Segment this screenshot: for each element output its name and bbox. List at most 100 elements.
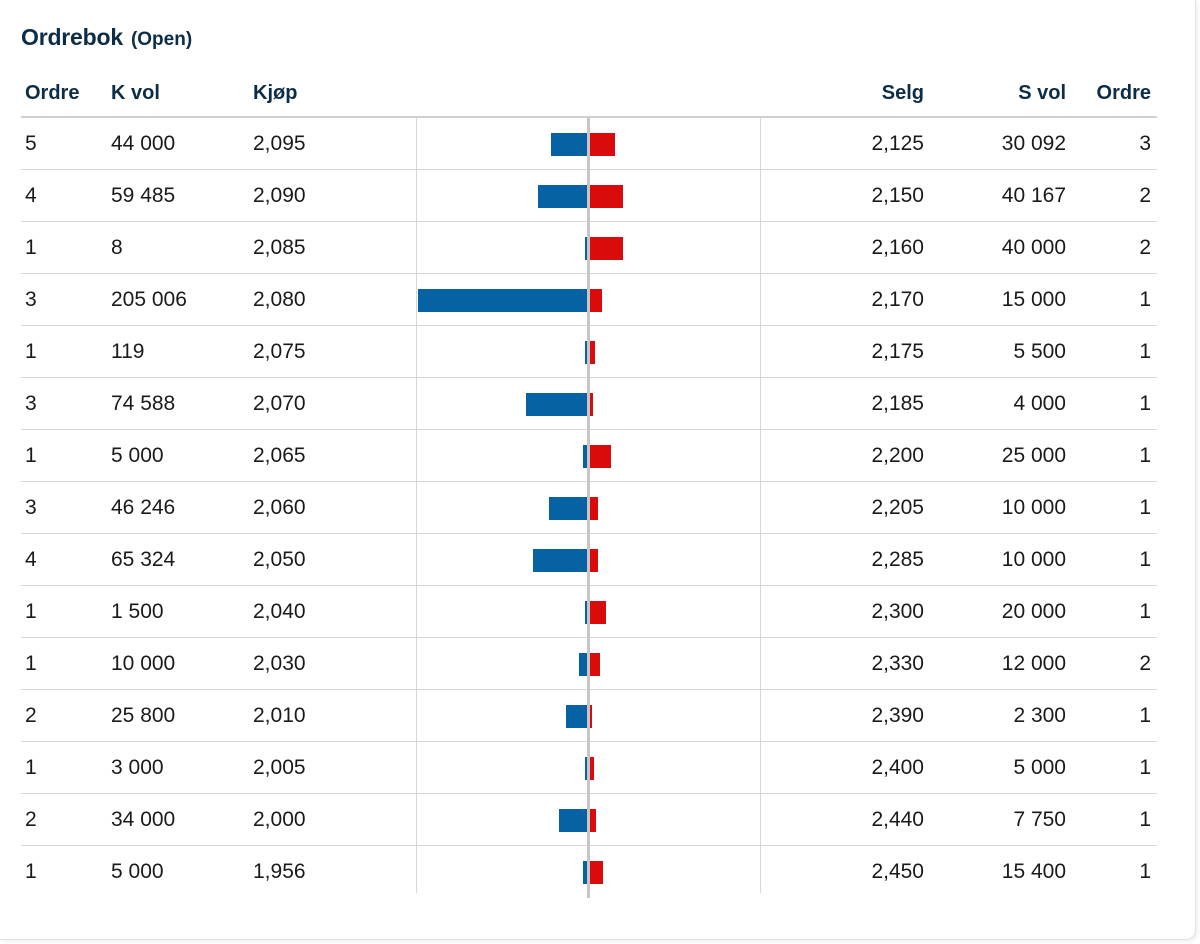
bid-price-cell: 2,095 [253, 131, 306, 155]
sell-volume-cell: 15 400 [1001, 860, 1066, 883]
buy-depth-bar [566, 705, 587, 728]
sell-volume-cell: 30 092 [1001, 131, 1066, 155]
buy-depth-bar [585, 237, 587, 260]
ask-price-cell: 2,170 [871, 287, 924, 311]
ask-price-cell: 2,175 [871, 339, 924, 363]
sell-depth-bar [590, 705, 592, 728]
sell-depth-bar [590, 237, 623, 260]
table-header-row: Ordre K vol Kjøp Selg S vol Ordre [21, 70, 1157, 118]
buy-orders-cell: 4 [25, 183, 37, 207]
table-row: 4 65 324 2,050 2,285 10 000 1 [21, 534, 1157, 586]
sell-orders-cell: 1 [1139, 443, 1151, 467]
buy-orders-cell: 3 [25, 287, 37, 311]
buy-orders-cell: 2 [25, 703, 37, 727]
buy-depth-bar [579, 653, 587, 676]
buy-volume-cell: 25 800 [111, 703, 176, 727]
sell-orders-cell: 2 [1139, 235, 1151, 259]
sell-depth-bar [590, 601, 606, 624]
buy-orders-cell: 1 [25, 651, 37, 675]
buy-volume-cell: 34 000 [111, 807, 176, 831]
buy-orders-cell: 1 [25, 755, 37, 779]
sell-depth-bar [590, 757, 594, 780]
column-header-sell-orders[interactable]: Ordre [1096, 81, 1151, 104]
sell-volume-cell: 40 000 [1001, 235, 1066, 259]
bid-price-cell: 2,030 [253, 651, 306, 675]
buy-orders-cell: 3 [25, 391, 37, 415]
sell-orders-cell: 1 [1139, 339, 1151, 363]
column-header-buy-orders[interactable]: Ordre [25, 81, 80, 104]
sell-volume-cell: 15 000 [1001, 287, 1066, 311]
sell-orders-cell: 2 [1139, 651, 1151, 675]
panel-header: Ordrebok (Open) [21, 24, 192, 58]
sell-orders-cell: 1 [1139, 391, 1151, 415]
buy-volume-cell: 3 000 [111, 755, 164, 779]
buy-depth-bar [551, 133, 587, 156]
sell-depth-bar [590, 445, 611, 468]
bid-price-cell: 2,040 [253, 599, 306, 623]
sell-volume-cell: 4 000 [1013, 391, 1066, 415]
column-header-ask[interactable]: Selg [881, 81, 924, 104]
bid-price-cell: 2,000 [253, 807, 306, 831]
buy-orders-cell: 1 [25, 860, 37, 883]
sell-volume-cell: 10 000 [1001, 547, 1066, 571]
buy-depth-bar [585, 601, 587, 624]
sell-depth-bar [590, 341, 595, 364]
bid-price-cell: 2,090 [253, 183, 306, 207]
buy-volume-cell: 8 [111, 235, 123, 259]
bid-price-cell: 1,956 [253, 860, 306, 883]
column-header-bid[interactable]: Kjøp [253, 81, 298, 104]
buy-orders-cell: 4 [25, 547, 37, 571]
sell-depth-bar [590, 549, 598, 572]
buy-depth-bar [585, 757, 587, 780]
panel-title: Ordrebok [21, 24, 123, 50]
sell-volume-cell: 40 167 [1001, 183, 1066, 207]
buy-volume-cell: 74 588 [111, 391, 176, 415]
bid-price-cell: 2,050 [253, 547, 306, 571]
depth-column-left-divider [416, 118, 417, 893]
ask-price-cell: 2,125 [871, 131, 924, 155]
buy-depth-bar [585, 341, 587, 364]
buy-depth-bar [583, 445, 587, 468]
ask-price-cell: 2,330 [871, 651, 924, 675]
column-header-buy-volume[interactable]: K vol [111, 81, 160, 104]
sell-volume-cell: 10 000 [1001, 495, 1066, 519]
buy-depth-bar [533, 549, 587, 572]
bid-price-cell: 2,070 [253, 391, 306, 415]
buy-volume-cell: 119 [111, 339, 145, 363]
ask-price-cell: 2,300 [871, 599, 924, 623]
ask-price-cell: 2,185 [871, 391, 924, 415]
sell-orders-cell: 1 [1139, 599, 1151, 623]
bid-price-cell: 2,075 [253, 339, 306, 363]
buy-orders-cell: 5 [25, 131, 37, 155]
buy-volume-cell: 44 000 [111, 131, 176, 155]
sell-volume-cell: 20 000 [1001, 599, 1066, 623]
ask-price-cell: 2,440 [871, 807, 924, 831]
sell-volume-cell: 7 750 [1013, 807, 1066, 831]
sell-orders-cell: 1 [1139, 755, 1151, 779]
sell-depth-bar [590, 393, 593, 416]
bid-price-cell: 2,080 [253, 287, 306, 311]
sell-volume-cell: 25 000 [1001, 443, 1066, 467]
sell-depth-bar [590, 653, 600, 676]
sell-orders-cell: 1 [1139, 860, 1151, 883]
sell-orders-cell: 3 [1139, 131, 1151, 155]
sell-orders-cell: 1 [1139, 547, 1151, 571]
buy-orders-cell: 1 [25, 599, 37, 623]
bid-price-cell: 2,065 [253, 443, 306, 467]
buy-volume-cell: 205 006 [111, 287, 187, 311]
buy-volume-cell: 46 246 [111, 495, 176, 519]
buy-depth-bar [418, 289, 587, 312]
table-row: 1 5 000 2,065 2,200 25 000 1 [21, 430, 1157, 482]
column-header-sell-volume[interactable]: S vol [1018, 81, 1066, 104]
buy-volume-cell: 1 500 [111, 599, 164, 623]
sell-depth-bar [590, 133, 615, 156]
market-status: (Open) [130, 29, 193, 50]
sell-orders-cell: 1 [1139, 495, 1151, 519]
ask-price-cell: 2,160 [871, 235, 924, 259]
sell-volume-cell: 5 000 [1013, 755, 1066, 779]
buy-volume-cell: 5 000 [111, 443, 164, 467]
sell-orders-cell: 1 [1139, 287, 1151, 311]
sell-orders-cell: 2 [1139, 183, 1151, 207]
ask-price-cell: 2,450 [871, 860, 924, 883]
